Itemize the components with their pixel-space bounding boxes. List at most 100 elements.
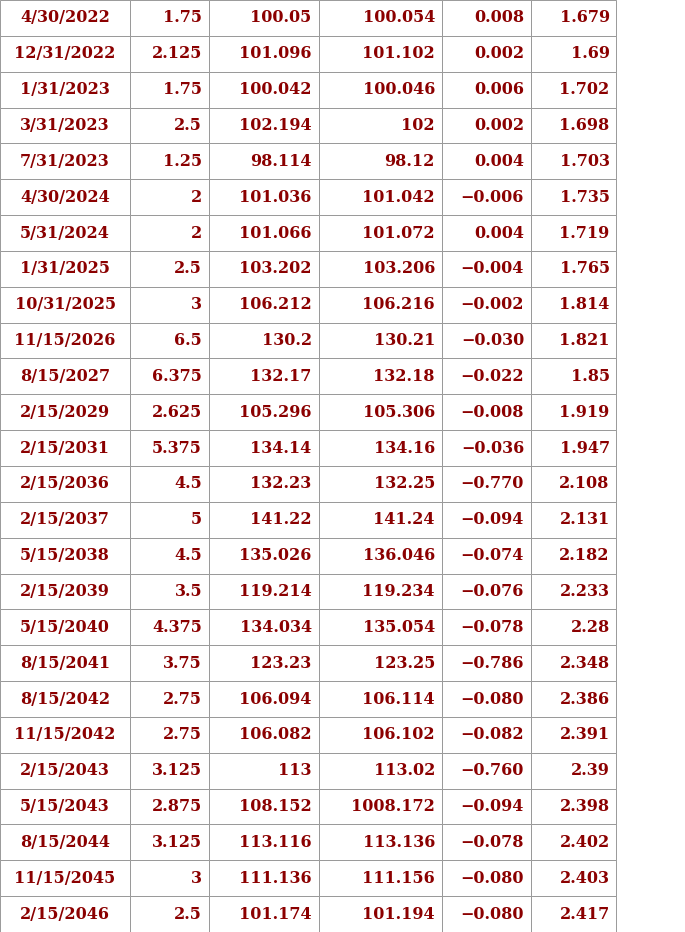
Text: 141.22: 141.22 [250,512,312,528]
Bar [531,897,616,932]
Bar [209,753,319,788]
Bar [531,681,616,717]
Text: 103.202: 103.202 [239,260,312,278]
Text: 3: 3 [191,296,202,313]
Text: 1.814: 1.814 [559,296,610,313]
Text: 2: 2 [191,225,202,241]
Bar [319,753,442,788]
Bar [442,610,531,645]
Bar [130,466,209,501]
Bar [130,681,209,717]
Bar [209,466,319,501]
Text: 5.375: 5.375 [152,440,202,457]
Bar [130,359,209,394]
Bar [319,645,442,681]
Text: 2.125: 2.125 [151,46,202,62]
Text: −0.074: −0.074 [460,547,524,564]
Text: 5/15/2040: 5/15/2040 [20,619,110,636]
Bar [209,35,319,72]
Text: 100.046: 100.046 [362,81,435,98]
Bar [531,431,616,466]
Text: 1.75: 1.75 [163,81,202,98]
Bar [0,466,130,501]
Bar [0,35,130,72]
Text: 1.821: 1.821 [559,332,610,350]
Text: 111.156: 111.156 [362,870,435,886]
Bar [0,359,130,394]
Bar [442,107,531,144]
Text: 2/15/2039: 2/15/2039 [20,582,110,600]
Bar [531,394,616,431]
Bar [442,72,531,107]
Bar [130,322,209,359]
Text: 12/31/2022: 12/31/2022 [14,46,116,62]
Bar [531,215,616,251]
Text: 11/15/2042: 11/15/2042 [14,726,116,744]
Text: 1.85: 1.85 [571,368,610,385]
Bar [442,35,531,72]
Text: −0.008: −0.008 [460,404,524,420]
Bar [319,215,442,251]
Text: 2: 2 [191,188,202,206]
Bar [319,538,442,573]
Bar [442,287,531,322]
Text: 0.004: 0.004 [474,153,524,170]
Bar [319,144,442,179]
Bar [442,359,531,394]
Bar [531,753,616,788]
Text: 123.23: 123.23 [251,654,312,672]
Bar [0,501,130,538]
Bar [442,753,531,788]
Bar [209,359,319,394]
Text: 132.18: 132.18 [373,368,435,385]
Text: −0.030: −0.030 [461,332,524,350]
Bar [442,144,531,179]
Bar [442,573,531,610]
Text: −0.036: −0.036 [461,440,524,457]
Text: 105.306: 105.306 [363,404,435,420]
Bar [0,322,130,359]
Text: 0.002: 0.002 [474,46,524,62]
Text: 2.391: 2.391 [560,726,610,744]
Text: −0.002: −0.002 [460,296,524,313]
Text: 101.174: 101.174 [239,906,312,923]
Text: 3.5: 3.5 [175,582,202,600]
Text: −0.094: −0.094 [460,798,524,816]
Text: 7/31/2023: 7/31/2023 [20,153,110,170]
Text: 113.02: 113.02 [373,762,435,779]
Bar [531,501,616,538]
Bar [531,538,616,573]
Text: 5: 5 [191,512,202,528]
Bar [319,179,442,215]
Bar [209,431,319,466]
Bar [130,144,209,179]
Bar [319,717,442,753]
Text: −0.094: −0.094 [460,512,524,528]
Text: 0.006: 0.006 [474,81,524,98]
Text: −0.022: −0.022 [460,368,524,385]
Text: 1.702: 1.702 [560,81,610,98]
Text: −0.760: −0.760 [460,762,524,779]
Bar [0,72,130,107]
Bar [130,72,209,107]
Bar [442,501,531,538]
Text: 1.765: 1.765 [560,260,610,278]
Bar [209,179,319,215]
Text: 106.094: 106.094 [239,691,312,707]
Text: 2.348: 2.348 [560,654,610,672]
Bar [130,215,209,251]
Bar [209,501,319,538]
Bar [531,322,616,359]
Text: 8/15/2044: 8/15/2044 [20,834,110,851]
Bar [319,897,442,932]
Bar [531,359,616,394]
Bar [531,788,616,825]
Text: 119.234: 119.234 [362,582,435,600]
Text: 134.16: 134.16 [374,440,435,457]
Text: −0.078: −0.078 [460,834,524,851]
Bar [130,825,209,860]
Bar [319,501,442,538]
Bar [130,501,209,538]
Bar [0,645,130,681]
Text: 106.212: 106.212 [239,296,312,313]
